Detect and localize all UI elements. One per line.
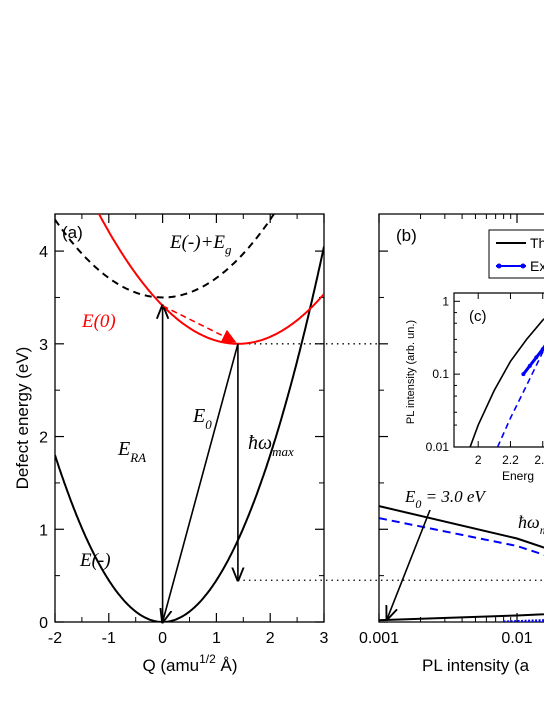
panel-a-curves <box>55 214 324 622</box>
panel-c-ylabel: PL intensity (arb. un.) <box>405 320 417 424</box>
panel-a-label: (a) <box>62 223 83 242</box>
arrow-e-0 <box>163 343 239 622</box>
x-tick-label: 1 <box>212 630 221 647</box>
arrow-relaxation <box>162 305 237 343</box>
panel-c-ticks: 2 2.2 2.4 0.01 0.1 1 <box>426 293 544 467</box>
panel-b: 0.001 0.01 (b) Th Ex E0 = 3.0 eV ħωm PL i… <box>359 213 544 675</box>
label-e-minus: E(-) <box>79 550 111 571</box>
panel-b-ticks: 0.001 0.01 <box>359 214 533 647</box>
b-x-tick-label: 0.01 <box>501 630 532 647</box>
c-x-tick-label: 2.2 <box>502 453 519 467</box>
c-data-line <box>522 344 544 376</box>
legend-box <box>488 229 544 279</box>
b-e0-arrow-line <box>387 509 431 619</box>
label-e-zero: E(0) <box>81 311 116 332</box>
legend: Th Ex <box>488 229 544 279</box>
panel-c-inset: 2 2.2 2.4 0.01 0.1 1 (c) PL intensity (arb. u… <box>405 292 544 483</box>
panel-b-xlabel: PL intensity (a <box>422 656 530 675</box>
y-tick-label: 2 <box>39 430 48 447</box>
c-y-tick-label: 0.01 <box>426 440 450 454</box>
legend-ex-marker-2 <box>520 263 526 269</box>
panel-c-label: (c) <box>469 308 487 325</box>
x-tick-label: 3 <box>320 630 329 647</box>
panel-c-xlabel: Energ <box>502 469 534 483</box>
b-curve-ex-low <box>503 619 544 622</box>
y-tick-label: 4 <box>39 244 48 261</box>
x-tick-label: 0 <box>158 630 167 647</box>
b-x-tick-label: 0.001 <box>359 630 399 647</box>
b-curve-th <box>379 505 544 549</box>
c-x-tick-label: 2.4 <box>534 453 544 467</box>
curve-e-eg <box>55 214 276 299</box>
b-curve-ex <box>379 517 544 556</box>
panel-b-frame <box>378 213 544 623</box>
panel-b-curves <box>379 505 544 622</box>
b-curve-th-low <box>379 613 544 622</box>
panel-c-frame <box>453 292 544 448</box>
legend-ex-label: Ex <box>530 258 544 274</box>
label-era: ERA <box>117 438 146 465</box>
y-tick-label: 0 <box>39 615 48 632</box>
panel-a-ticks: -2 -1 0 1 2 3 0 1 2 3 4 <box>39 214 329 647</box>
panel-a-ylabel: Defect energy (eV) <box>13 347 32 490</box>
label-hw-max: ħωmax <box>248 432 294 459</box>
legend-th-label: Th <box>530 235 544 251</box>
c-curve-th <box>469 318 544 447</box>
curve-e- <box>55 246 324 622</box>
y-tick-label: 1 <box>39 522 48 539</box>
label-e0: E0 <box>192 405 212 432</box>
c-y-tick-label: 0.1 <box>432 367 449 381</box>
label-b-hw: ħωm <box>518 512 544 537</box>
panel-c-curves <box>469 318 544 447</box>
curve-e-0- <box>97 214 324 345</box>
x-tick-label: 2 <box>266 630 275 647</box>
panel-a-arrows <box>163 306 238 622</box>
legend-ex-marker-1 <box>496 263 502 269</box>
label-b-e0: E0 = 3.0 eV <box>404 487 487 511</box>
c-x-tick-label: 2 <box>475 453 482 467</box>
x-tick-label: -2 <box>48 630 62 647</box>
panel-b-e0-arrow <box>387 509 431 619</box>
label-e-minus-plus-eg: E(-)+Eg <box>169 232 232 257</box>
panel-b-label: (b) <box>396 226 417 245</box>
c-y-tick-label: 1 <box>442 294 449 308</box>
y-tick-label: 3 <box>39 337 48 354</box>
panel-a-xlabel: Q (amu1/2 Å) <box>142 652 237 675</box>
x-tick-label: -1 <box>102 630 116 647</box>
